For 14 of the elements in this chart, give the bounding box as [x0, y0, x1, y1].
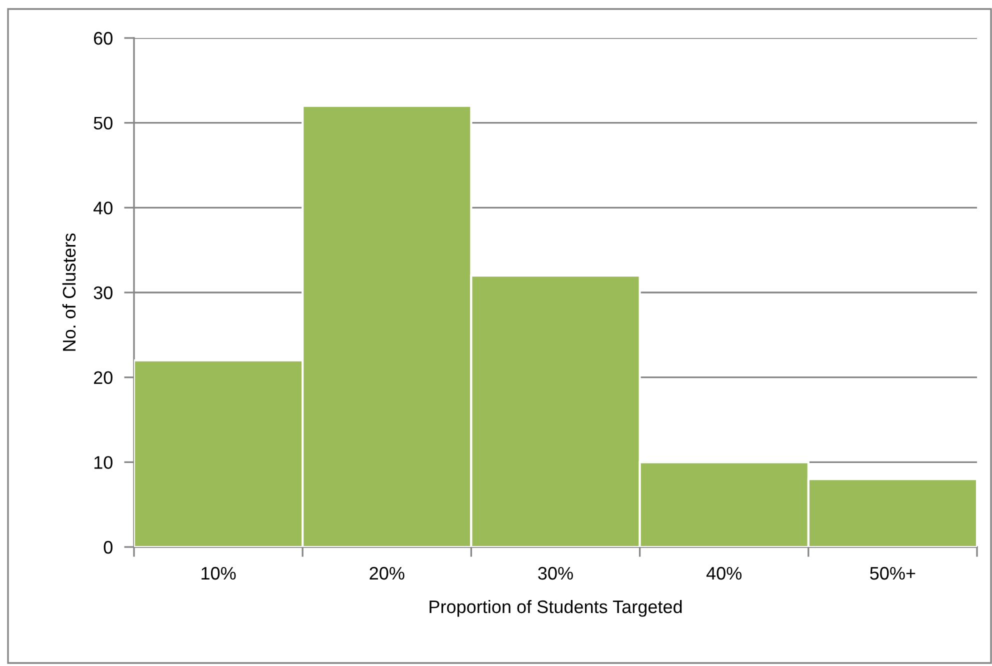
x-tick-label: 30%	[538, 566, 573, 580]
x-tick-label: 40%	[706, 566, 742, 580]
y-axis-title: No. of Clusters	[62, 233, 76, 351]
x-tick-label: 50%+	[870, 566, 916, 580]
y-tick-label: 40	[94, 202, 112, 214]
y-tick-label: 60	[94, 32, 112, 45]
x-tick-label: 10%	[202, 566, 236, 580]
x-axis-title: Proportion of Students Targeted	[430, 600, 682, 617]
y-tick-label: 20	[94, 371, 112, 384]
y-tick-label: 10	[94, 456, 112, 469]
y-tick-label: 30	[94, 286, 112, 300]
y-tick-label: 50	[94, 116, 112, 130]
y-tick-label: 0	[104, 540, 112, 554]
x-tick-label: 20%	[370, 566, 404, 580]
